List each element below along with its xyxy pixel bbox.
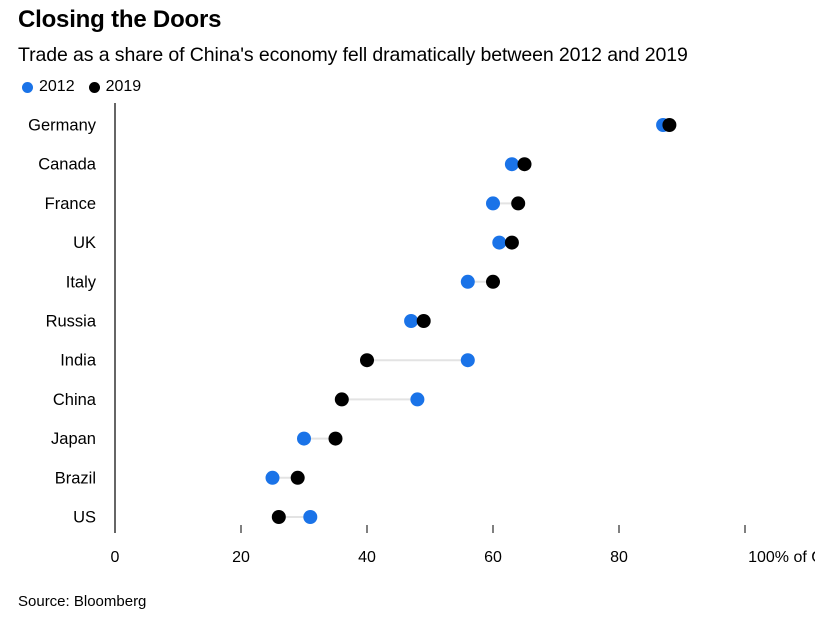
source-note: Source: Bloomberg [18, 593, 147, 610]
data-point-2012 [297, 431, 311, 446]
legend-label-2019: 2019 [105, 78, 142, 95]
data-point-2019 [511, 196, 526, 211]
x-tick-label: 100% of GDP [748, 549, 815, 566]
legend-label-2012: 2012 [39, 78, 75, 95]
data-point-2019 [334, 392, 349, 407]
data-point-2012 [492, 235, 507, 250]
data-point-2012 [303, 510, 318, 524]
data-point-2012 [504, 157, 519, 172]
category-label: Brazil [55, 469, 96, 487]
legend-item-2012: 2012 [22, 78, 75, 96]
data-point-2019 [360, 353, 374, 368]
legend-swatch-2012 [22, 81, 33, 93]
data-point-2019 [486, 274, 500, 289]
data-point-2019 [416, 314, 431, 328]
x-tick-label: 80 [610, 549, 628, 566]
data-point-2012 [460, 353, 475, 368]
data-point-2019 [517, 157, 532, 172]
category-label: China [53, 391, 97, 409]
legend-swatch-2019 [88, 81, 100, 93]
category-label: Canada [38, 156, 97, 174]
data-point-2012 [486, 196, 500, 211]
chart-title: Closing the Doors [18, 6, 222, 33]
category-label: Germany [28, 117, 97, 135]
x-tick-label: 20 [232, 549, 250, 566]
category-label: France [45, 195, 96, 213]
x-tick-label: 0 [111, 549, 120, 566]
data-point-2019 [271, 510, 286, 524]
data-point-2019 [290, 470, 305, 485]
category-label: Japan [51, 430, 96, 448]
data-point-2019 [504, 235, 519, 250]
data-point-2012 [410, 392, 425, 407]
category-label: Italy [66, 273, 97, 291]
x-tick-label: 60 [484, 549, 502, 566]
data-point-2012 [265, 470, 280, 485]
chart-legend: 2012 2019 [22, 78, 155, 96]
category-label: UK [73, 234, 96, 252]
chart-subtitle: Trade as a share of China's economy fell… [18, 44, 688, 66]
data-point-2019 [662, 118, 677, 132]
legend-item-2019: 2019 [88, 78, 142, 96]
data-point-2012 [460, 274, 475, 289]
x-tick-label: 40 [358, 549, 376, 566]
category-label: India [60, 352, 97, 370]
category-label: US [73, 509, 96, 527]
category-label: Russia [46, 313, 97, 331]
data-point-2019 [328, 431, 343, 446]
data-point-2012 [404, 314, 419, 328]
